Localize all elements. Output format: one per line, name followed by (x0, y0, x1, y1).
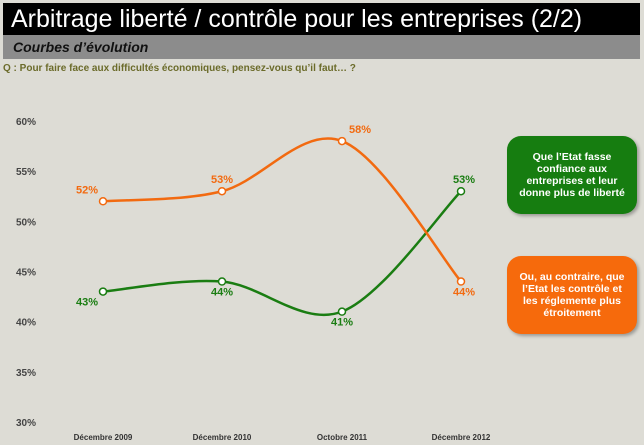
slide-title: Arbitrage liberté / contrôle pour les en… (3, 3, 640, 35)
legend-orange: Ou, au contraire, que l’Etat les contrôl… (507, 256, 637, 334)
data-label: 44% (453, 287, 475, 299)
x-tick-label: Décembre 2009 (74, 433, 133, 442)
data-point (98, 197, 108, 206)
data-label: 44% (211, 287, 233, 299)
data-label: 52% (76, 184, 98, 196)
series-line (102, 137, 462, 283)
y-tick-label: 40% (16, 318, 36, 329)
x-tick-label: Octobre 2011 (317, 433, 368, 442)
x-tick-label: Décembre 2010 (193, 433, 252, 442)
y-tick-label: 50% (16, 217, 36, 228)
y-tick-label: 55% (16, 167, 36, 178)
data-label: 58% (349, 124, 371, 136)
data-label: 41% (331, 317, 353, 329)
data-point (456, 277, 466, 286)
slide-subtitle: Courbes d’évolution (3, 35, 640, 59)
data-point (337, 307, 347, 316)
data-label: 53% (453, 174, 475, 186)
y-tick-label: 60% (16, 117, 36, 128)
y-tick-label: 30% (16, 418, 36, 429)
data-point (337, 136, 347, 146)
y-tick-label: 45% (16, 268, 36, 279)
x-tick-label: Décembre 2012 (432, 433, 491, 442)
legend-green: Que l’Etat fasse confiance aux entrepris… (507, 136, 637, 214)
data-point (456, 186, 466, 196)
series-line (102, 190, 462, 317)
data-point (217, 186, 227, 196)
data-label: 43% (76, 297, 98, 309)
data-point (217, 277, 227, 286)
y-tick-label: 35% (16, 368, 36, 379)
data-point (98, 287, 108, 296)
data-label: 53% (211, 174, 233, 186)
question-text: Q : Pour faire face aux difficultés écon… (3, 63, 356, 74)
